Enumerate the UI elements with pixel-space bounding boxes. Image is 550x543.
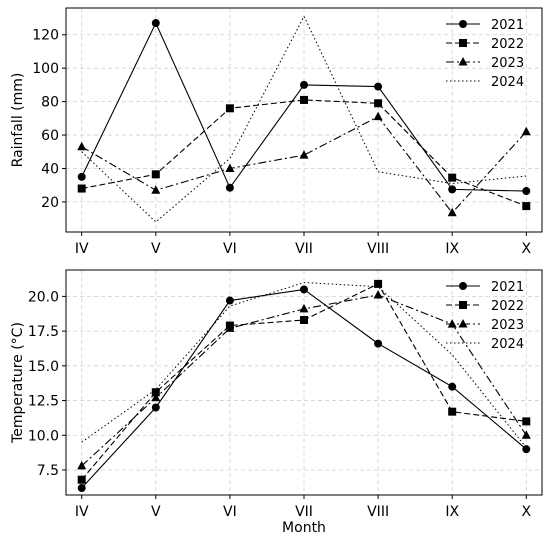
data-point-2021 bbox=[300, 80, 308, 89]
data-point-2022 bbox=[225, 104, 234, 113]
legend-marker-2023 bbox=[458, 319, 468, 328]
x-tick-label: V bbox=[151, 241, 161, 257]
data-point-2021 bbox=[448, 185, 457, 194]
data-point-2021 bbox=[77, 484, 86, 493]
legend-marker-2022 bbox=[459, 301, 467, 309]
x-tick-label: V bbox=[151, 504, 161, 520]
x-tick-label: IX bbox=[445, 241, 459, 257]
y-tick-label: 12.5 bbox=[28, 394, 59, 410]
legend-marker-2023 bbox=[458, 57, 468, 66]
data-point-2023 bbox=[447, 319, 457, 328]
y-tick-label: 100 bbox=[32, 61, 59, 77]
data-point-2023 bbox=[225, 163, 235, 172]
y-tick-label: 7.5 bbox=[37, 463, 59, 479]
data-point-2021 bbox=[374, 82, 383, 91]
data-point-2022 bbox=[448, 173, 457, 182]
y-tick-label: 15.0 bbox=[28, 359, 59, 375]
legend-label-2021: 2021 bbox=[491, 280, 524, 295]
series-line-2024 bbox=[81, 281, 527, 449]
legend-label-2021: 2021 bbox=[491, 18, 524, 33]
legend-label-2022: 2022 bbox=[491, 299, 524, 314]
data-point-2023 bbox=[373, 290, 383, 299]
x-tick-label: IX bbox=[445, 504, 459, 520]
y-tick-label: 20 bbox=[41, 195, 59, 211]
data-point-2021 bbox=[522, 187, 531, 196]
legend-label-2022: 2022 bbox=[491, 37, 524, 52]
x-tick-label: VIII bbox=[367, 241, 389, 257]
data-point-2021 bbox=[448, 382, 457, 391]
data-point-2023 bbox=[77, 141, 87, 151]
legend-marker-2021 bbox=[459, 282, 467, 290]
x-tick-label: VII bbox=[295, 504, 313, 520]
data-point-2022 bbox=[151, 388, 160, 397]
data-point-2022 bbox=[151, 170, 160, 179]
x-tick-label: VIII bbox=[367, 504, 389, 520]
y-tick-label: 60 bbox=[41, 128, 59, 144]
legend-label-2023: 2023 bbox=[491, 56, 524, 71]
data-point-2022 bbox=[522, 202, 531, 211]
y-tick-label: 10.0 bbox=[28, 428, 59, 444]
data-point-2023 bbox=[521, 126, 531, 136]
data-point-2022 bbox=[77, 184, 86, 193]
data-point-2021 bbox=[77, 172, 86, 181]
x-tick-label: IV bbox=[75, 504, 89, 520]
y-tick-label: 17.5 bbox=[28, 324, 59, 340]
data-point-2022 bbox=[448, 407, 457, 416]
data-point-2023 bbox=[299, 150, 309, 159]
data-point-2021 bbox=[374, 339, 383, 348]
data-point-2022 bbox=[522, 417, 531, 426]
y-tick-label: 40 bbox=[41, 161, 59, 177]
data-point-2023 bbox=[151, 185, 161, 194]
chart-panel-2: 7.5 10.0 12.5 15.0 17.5 20.0 IV V VI VII VIII IX X Te… bbox=[10, 269, 543, 536]
y-axis-title: Temperature (°C) bbox=[10, 322, 26, 444]
legend-label-2024: 2024 bbox=[491, 75, 524, 90]
data-point-2021 bbox=[300, 285, 308, 294]
data-point-2021 bbox=[225, 183, 234, 192]
data-point-2023 bbox=[447, 207, 457, 217]
data-point-2023 bbox=[521, 430, 531, 439]
data-point-2022 bbox=[77, 475, 86, 484]
x-axis-title: Month bbox=[282, 520, 326, 536]
data-point-2023 bbox=[77, 460, 87, 470]
data-point-2023 bbox=[225, 323, 235, 332]
x-tick-label: VI bbox=[223, 241, 237, 257]
data-point-2022 bbox=[300, 316, 308, 324]
y-tick-label: 120 bbox=[32, 28, 59, 44]
chart-panel-1: 20 40 60 80 100 120 IV V VI VII VIII IX X Rainfall (m… bbox=[10, 7, 543, 257]
x-tick-label: VII bbox=[295, 241, 313, 257]
y-tick-label: 20.0 bbox=[28, 289, 59, 305]
data-point-2022 bbox=[374, 99, 383, 108]
x-tick-label: VI bbox=[223, 504, 237, 520]
legend-label-2024: 2024 bbox=[491, 337, 524, 352]
data-point-2021 bbox=[225, 296, 234, 305]
data-point-2023 bbox=[373, 111, 383, 121]
legend-marker-2021 bbox=[459, 20, 467, 28]
y-tick-label: 80 bbox=[41, 95, 59, 111]
legend-label-2023: 2023 bbox=[491, 318, 524, 333]
legend-marker-2022 bbox=[459, 39, 467, 47]
data-point-2021 bbox=[151, 19, 160, 28]
data-point-2023 bbox=[299, 303, 309, 313]
data-point-2022 bbox=[374, 279, 383, 288]
data-point-2021 bbox=[151, 403, 160, 412]
data-point-2022 bbox=[300, 95, 308, 104]
data-point-2021 bbox=[522, 445, 531, 454]
x-tick-label: X bbox=[521, 241, 531, 257]
y-axis-title: Rainfall (mm) bbox=[10, 73, 26, 168]
data-point-2023 bbox=[151, 392, 161, 402]
x-tick-label: IV bbox=[75, 241, 89, 257]
x-tick-label: X bbox=[521, 504, 531, 520]
